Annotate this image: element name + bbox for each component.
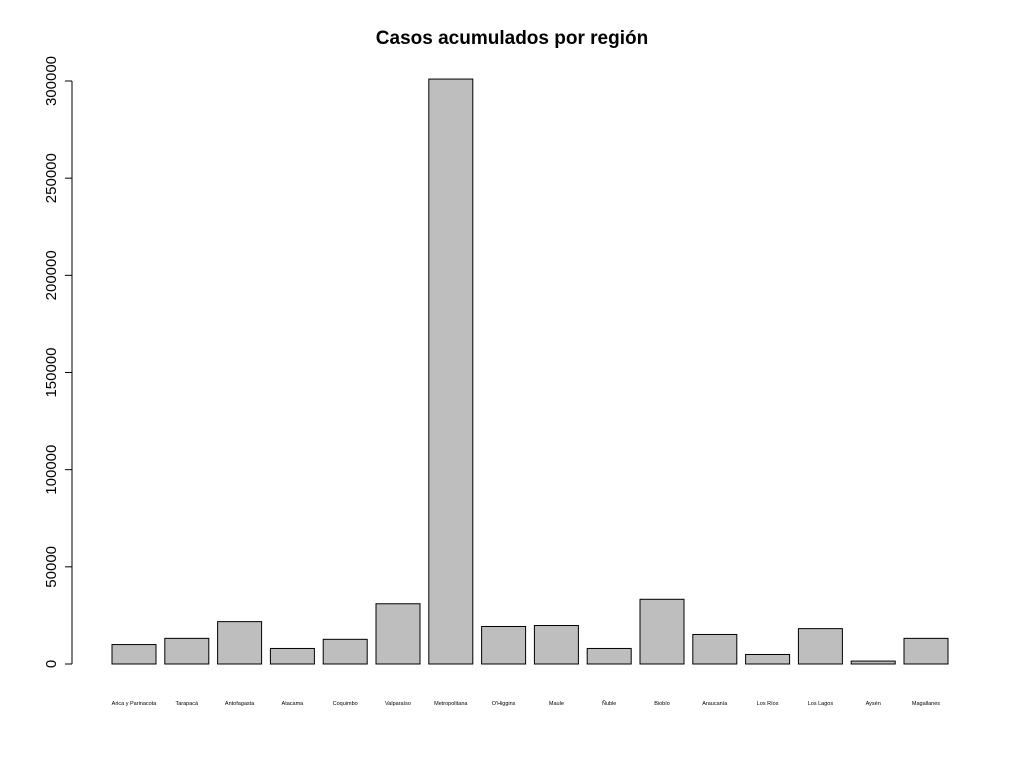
bars bbox=[111, 78, 949, 665]
y-tick-label: 150000 bbox=[43, 347, 60, 397]
bar bbox=[111, 644, 157, 665]
y-tick-label: 100000 bbox=[43, 445, 60, 495]
bar bbox=[481, 625, 527, 665]
bar bbox=[797, 628, 843, 665]
x-tick-label: Magallanes bbox=[912, 701, 940, 707]
bar bbox=[850, 660, 896, 665]
x-axis-labels: Arica y Parinacota Tarapacá Antofagasta Ata… bbox=[112, 700, 941, 707]
x-tick-label: Arica y Parinacota bbox=[112, 701, 158, 707]
bar bbox=[745, 653, 791, 665]
x-tick-label: Biobío bbox=[654, 701, 670, 707]
x-tick-label: Metropolitana bbox=[434, 701, 468, 707]
x-tick-label: Ñuble bbox=[602, 700, 616, 707]
x-tick-label: Atacama bbox=[282, 701, 305, 707]
y-axis: 0 50000 100000 150000 200000 250000 300000 bbox=[43, 56, 73, 668]
y-tick-label: 250000 bbox=[43, 153, 60, 203]
x-tick-label: Valparaíso bbox=[385, 701, 411, 707]
y-tick-label: 300000 bbox=[43, 56, 60, 106]
y-tick-label: 200000 bbox=[43, 250, 60, 300]
bar bbox=[322, 638, 368, 665]
bar bbox=[639, 598, 685, 665]
bar bbox=[375, 603, 421, 665]
y-tick-label: 0 bbox=[43, 660, 60, 668]
x-tick-label: Tarapacá bbox=[175, 701, 199, 707]
x-tick-label: Los Ríos bbox=[757, 701, 779, 707]
x-tick-label: Araucanía bbox=[702, 701, 728, 707]
bar bbox=[903, 637, 949, 665]
x-tick-label: Aysén bbox=[866, 701, 881, 707]
bar bbox=[533, 625, 579, 665]
bar bbox=[692, 633, 738, 665]
x-tick-label: Antofagasta bbox=[225, 701, 255, 707]
chart-title: Casos acumulados por región bbox=[375, 28, 649, 49]
x-tick-label: Los Lagos bbox=[808, 701, 834, 707]
x-tick-label: Maule bbox=[549, 701, 564, 707]
y-tick-label: 50000 bbox=[43, 546, 60, 588]
x-tick-label: Coquimbo bbox=[333, 701, 358, 707]
bar bbox=[586, 647, 632, 665]
bar bbox=[428, 78, 474, 665]
bar bbox=[217, 621, 263, 665]
bar bbox=[269, 647, 315, 665]
x-tick-label: O'Higgins bbox=[492, 701, 516, 707]
bar bbox=[164, 637, 210, 665]
